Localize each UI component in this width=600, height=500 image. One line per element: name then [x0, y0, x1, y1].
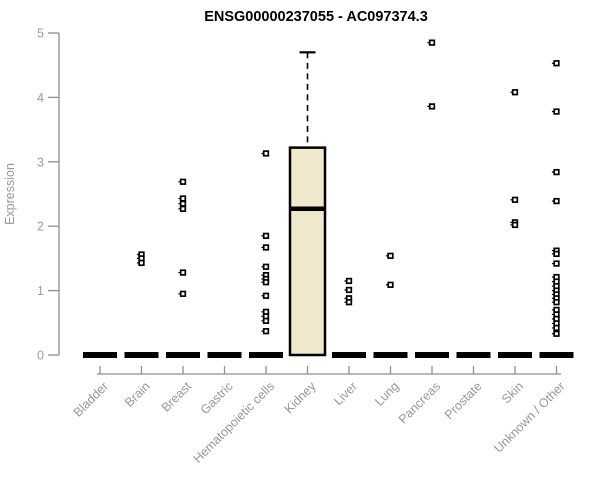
- plot-area: [83, 39, 574, 358]
- outlier-point: [345, 277, 353, 285]
- outlier-point: [553, 108, 560, 115]
- outlier-point: [387, 252, 394, 259]
- outlier-point: [262, 150, 270, 157]
- y-tick-label: 0: [37, 349, 44, 363]
- x-category-label: Pancreas: [396, 379, 443, 426]
- y-tick-label: 1: [37, 284, 44, 298]
- flat-box-breast: [166, 352, 200, 358]
- outlier-point: [511, 196, 519, 203]
- outlier-point: [428, 39, 436, 46]
- outlier-point: [553, 60, 560, 67]
- flat-box-pancreas: [415, 352, 449, 358]
- outlier-point: [387, 281, 394, 288]
- y-tick-label: 4: [37, 91, 44, 105]
- flat-box-prostate: [456, 352, 491, 358]
- x-category-label: Brain: [122, 379, 153, 410]
- outlier-point: [553, 250, 560, 258]
- x-category-label: Lung: [372, 379, 402, 409]
- flat-box-lung: [373, 352, 408, 358]
- y-tick-label: 3: [37, 155, 44, 169]
- x-category-label: Liver: [331, 379, 360, 408]
- outlier-point: [179, 205, 187, 212]
- y-tick-label: 2: [37, 220, 44, 234]
- outlier-point: [553, 299, 560, 306]
- box-kidney: [288, 146, 327, 357]
- x-category-label: Breast: [159, 379, 195, 415]
- outlier-point: [262, 292, 270, 299]
- x-category-label: Skin: [499, 379, 526, 406]
- x-category-label: Unknown / Other: [491, 379, 567, 455]
- outlier-point: [179, 290, 187, 297]
- flat-box-bladder: [83, 352, 117, 358]
- y-axis: 0 1 2 3 4 5: [37, 27, 60, 363]
- outlier-point: [262, 263, 270, 270]
- outlier-point: [179, 269, 187, 276]
- outlier-point: [345, 286, 353, 294]
- flat-box-gastric: [207, 352, 242, 358]
- outlier-point: [138, 259, 145, 267]
- outlier-point: [262, 244, 270, 251]
- y-axis-title: Expression: [3, 163, 17, 225]
- outlier-point: [262, 328, 270, 335]
- outlier-point: [428, 103, 436, 110]
- outlier-point: [179, 200, 187, 207]
- x-category-label: Bladder: [71, 379, 111, 419]
- outlier-point: [553, 324, 560, 332]
- outlier-point: [553, 168, 560, 176]
- outlier-point: [511, 221, 519, 229]
- flat-box-unknown-other: [539, 352, 574, 358]
- flat-box-hematopoietic-cells: [249, 352, 283, 358]
- x-category-label: Kidney: [282, 379, 319, 416]
- outlier-point: [179, 195, 187, 202]
- outlier-point: [345, 299, 353, 306]
- outlier-point: [511, 89, 519, 96]
- flat-box-brain: [124, 352, 159, 358]
- chart-title: ENSG00000237055 - AC097374.3: [204, 9, 428, 25]
- outlier-point: [179, 178, 187, 185]
- outlier-point: [553, 260, 560, 267]
- flat-box-skin: [498, 352, 532, 358]
- x-category-label: Hematopoietic cells: [191, 379, 278, 466]
- outlier-point: [553, 330, 560, 337]
- flat-box-liver: [332, 352, 366, 358]
- x-category-label: Prostate: [442, 379, 485, 422]
- x-category-label: Gastric: [198, 379, 236, 417]
- outlier-point: [262, 232, 270, 240]
- outlier-point: [553, 197, 560, 205]
- outlier-point: [262, 317, 270, 325]
- outlier-point: [262, 279, 270, 286]
- y-tick-label: 5: [37, 27, 44, 41]
